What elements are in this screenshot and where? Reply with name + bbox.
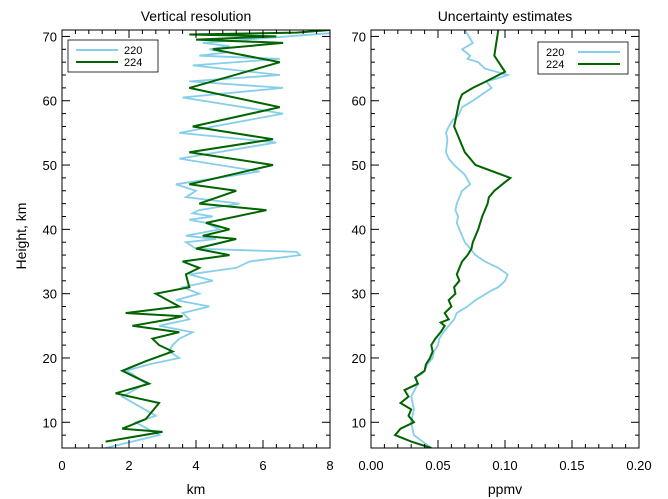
y-tick-label: 20 — [43, 351, 57, 366]
y-tick-label: 40 — [43, 222, 57, 237]
x-tick-label: 8 — [326, 458, 333, 473]
chart-title: Uncertainty estimates — [438, 8, 573, 24]
plot-frame — [370, 29, 640, 449]
plot-frame — [61, 29, 331, 449]
y-tick-label: 60 — [352, 94, 366, 109]
x-tick-label: 0 — [58, 458, 65, 473]
panel-2: 0.00 0.05 0.10 0.15 0.20 10 20 30 40 50 60 70 Uncert… — [352, 8, 652, 497]
chart-title: Vertical resolution — [141, 8, 252, 24]
x-tick-label: 0.00 — [358, 458, 383, 473]
legend-label-220: 220 — [124, 45, 142, 57]
y-tick-label: 60 — [43, 94, 57, 109]
y-axis-label: Height, km — [13, 203, 29, 270]
y-tick-label: 20 — [352, 351, 366, 366]
series-line-224 — [105, 30, 330, 443]
series-line-220 — [105, 32, 330, 448]
x-tick-label: 0.15 — [559, 458, 584, 473]
y-tick-label: 10 — [352, 415, 366, 430]
x-tick-label: 0.10 — [492, 458, 517, 473]
y-tick-label: 30 — [43, 287, 57, 302]
y-tick-label: 70 — [43, 29, 57, 44]
y-tick-label: 50 — [352, 158, 366, 173]
y-tick-label: 50 — [43, 158, 57, 173]
x-axis-label: ppmv — [488, 481, 522, 497]
x-tick-label: 2 — [125, 458, 132, 473]
y-tick-label: 10 — [43, 415, 57, 430]
legend-label-220: 220 — [546, 47, 564, 59]
x-axis-label: km — [187, 481, 206, 497]
y-tick-label: 70 — [352, 29, 366, 44]
x-tick-label: 0.05 — [425, 458, 450, 473]
series-line-220 — [410, 30, 511, 448]
legend-box — [67, 39, 159, 73]
x-tick-label: 0.20 — [626, 458, 651, 473]
legend-label-224: 224 — [546, 59, 564, 71]
y-tick-label: 30 — [352, 287, 366, 302]
legend-box — [537, 41, 629, 75]
legend-label-224: 224 — [124, 57, 142, 69]
x-tick-label: 4 — [192, 458, 199, 473]
panel-1: 0 2 4 6 8 10 20 30 40 50 60 70 Vertical resolution km… — [43, 8, 334, 497]
y-tick-label: 40 — [352, 222, 366, 237]
x-tick-label: 6 — [259, 458, 266, 473]
series-line-224 — [393, 30, 513, 448]
